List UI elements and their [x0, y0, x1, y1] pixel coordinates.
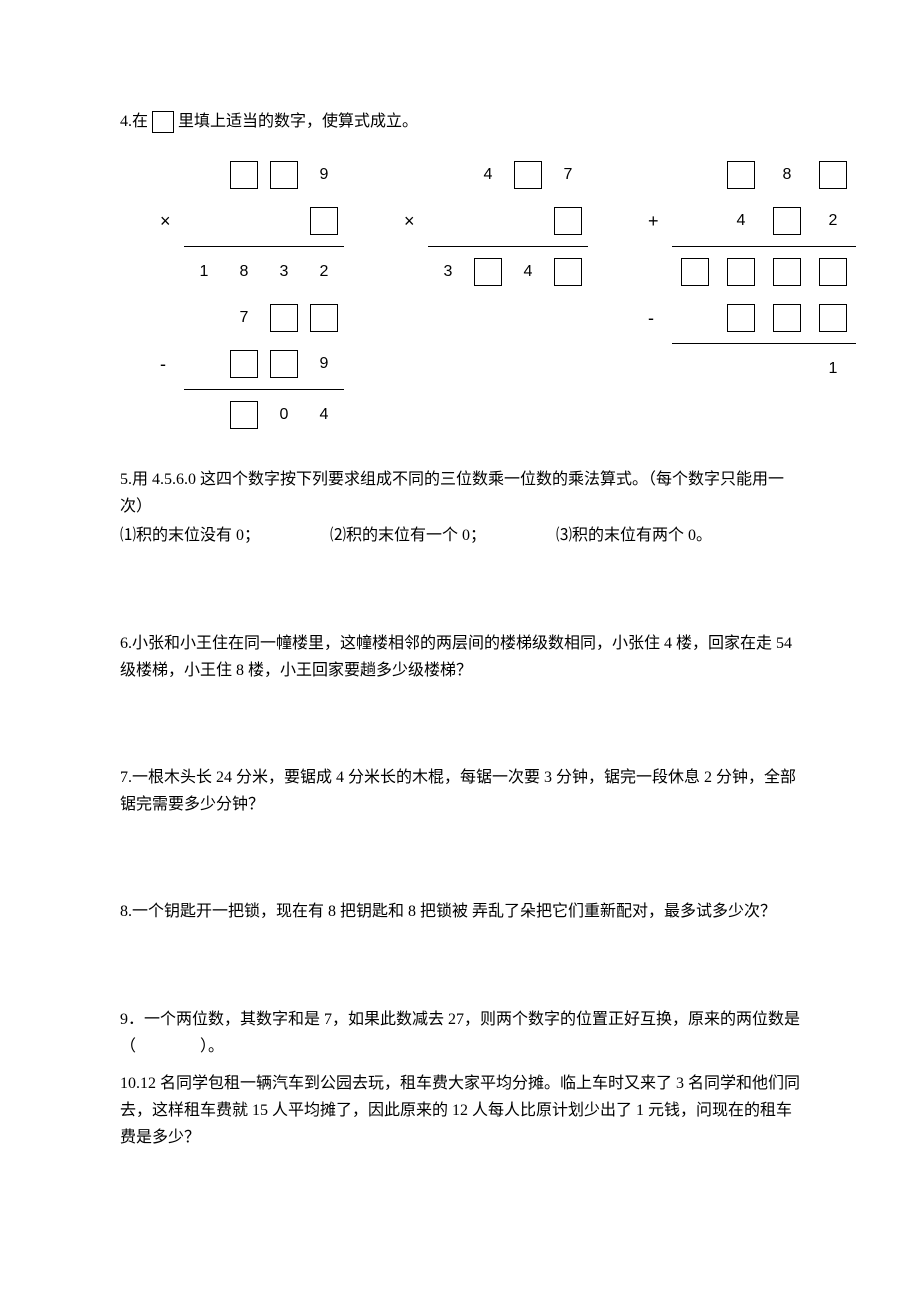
digit: 2 — [304, 260, 344, 284]
digit: 8 — [224, 260, 264, 284]
digit: 8 — [764, 163, 810, 187]
q4-puzzle-2: 4 7 × 3 4 — [404, 152, 588, 438]
operator-minus: - — [160, 351, 184, 378]
operator-multiply: × — [404, 208, 428, 235]
blank-box-icon — [230, 161, 258, 189]
digit: 0 — [264, 403, 304, 427]
blank-box-icon — [773, 258, 801, 286]
blank-box-icon — [230, 350, 258, 378]
blank-box-icon — [514, 161, 542, 189]
q5-text: 5.用 4.5.6.0 这四个数字按下列要求组成不同的三位数乘一位数的乘法算式。… — [120, 466, 800, 520]
digit: 4 — [468, 163, 508, 187]
q4-puzzle-3: 8 + 4 2 - — [648, 152, 856, 438]
q9: 9．一个两位数，其数字和是 7，如果此数减去 27，则两个数字的位置正好互换，原… — [120, 1006, 800, 1060]
q8: 8.一个钥匙开一把锁，现在有 8 把钥匙和 8 把锁被 弄乱了朵把它们重新配对，… — [120, 898, 800, 925]
blank-box-icon — [727, 258, 755, 286]
q10: 10.12 名同学包租一辆汽车到公园去玩，租车费大家平均分摊。临上车时又来了 3… — [120, 1070, 800, 1152]
digit: 4 — [508, 260, 548, 284]
blank-box-icon — [310, 207, 338, 235]
blank-box-icon — [270, 304, 298, 332]
operator-plus: + — [648, 208, 672, 235]
blank-box-icon — [727, 304, 755, 332]
q4-intro-before: 4.在 — [120, 110, 148, 134]
blank-box-icon — [727, 161, 755, 189]
blank-box-icon — [270, 350, 298, 378]
digit: 3 — [264, 260, 304, 284]
digit: 9 — [304, 352, 344, 376]
digit: 7 — [224, 306, 264, 330]
q5-sub1: ⑴积的末位没有 0； — [120, 522, 260, 549]
q5-sub2: ⑵积的末位有一个 0； — [330, 522, 486, 549]
q5: 5.用 4.5.6.0 这四个数字按下列要求组成不同的三位数乘一位数的乘法算式。… — [120, 466, 800, 550]
blank-box-icon — [230, 401, 258, 429]
blank-box-icon — [152, 111, 174, 133]
rule-line — [672, 246, 856, 247]
blank-box-icon — [310, 304, 338, 332]
blank-box-icon — [681, 258, 709, 286]
rule-line — [672, 343, 856, 344]
rule-line — [428, 246, 588, 247]
blank-box-icon — [554, 258, 582, 286]
q4-puzzles: 9 × 1 8 3 2 7 - — [160, 152, 800, 438]
blank-box-icon — [773, 207, 801, 235]
digit: 1 — [810, 357, 856, 381]
operator-minus: - — [648, 305, 672, 332]
worksheet-page: 4.在 里填上适当的数字，使算式成立。 9 × 1 8 — [0, 0, 920, 1211]
operator-multiply: × — [160, 208, 184, 235]
blank-box-icon — [819, 258, 847, 286]
digit: 7 — [548, 163, 588, 187]
blank-box-icon — [474, 258, 502, 286]
blank-box-icon — [819, 304, 847, 332]
q4-intro: 4.在 里填上适当的数字，使算式成立。 — [120, 110, 418, 134]
rule-line — [184, 246, 344, 247]
digit: 9 — [304, 163, 344, 187]
q7: 7.一根木头长 24 分米，要锯成 4 分米长的木棍，每锯一次要 3 分钟，锯完… — [120, 764, 800, 818]
rule-line — [184, 389, 344, 390]
blank-box-icon — [819, 161, 847, 189]
digit: 4 — [718, 209, 764, 233]
digit: 4 — [304, 403, 344, 427]
q6: 6.小张和小王住在同一幢楼里，这幢楼相邻的两层间的楼梯级数相同，小张住 4 楼，… — [120, 630, 800, 684]
blank-box-icon — [270, 161, 298, 189]
q5-subparts: ⑴积的末位没有 0； ⑵积的末位有一个 0； ⑶积的末位有两个 0。 — [120, 522, 800, 549]
digit: 3 — [428, 260, 468, 284]
digit: 2 — [810, 209, 856, 233]
blank-box-icon — [773, 304, 801, 332]
q4-intro-after: 里填上适当的数字，使算式成立。 — [178, 110, 418, 134]
blank-box-icon — [554, 207, 582, 235]
q4-puzzle-1: 9 × 1 8 3 2 7 - — [160, 152, 344, 438]
q5-sub3: ⑶积的末位有两个 0。 — [556, 522, 712, 549]
digit: 1 — [184, 260, 224, 284]
